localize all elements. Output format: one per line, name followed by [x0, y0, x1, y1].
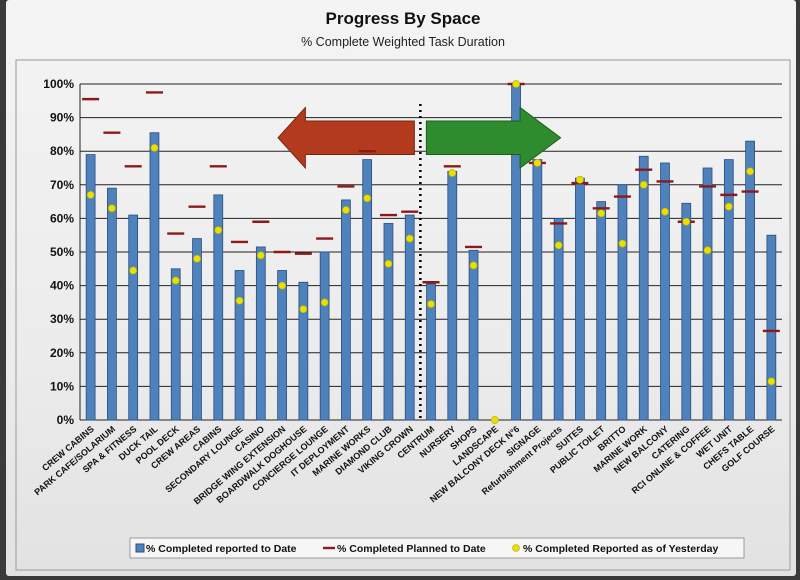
y-tick-label: 20% — [50, 346, 74, 360]
yesterday-marker — [490, 416, 499, 424]
yesterday-marker — [150, 143, 159, 152]
chart-sheet: Progress By Space % Complete Weighted Ta… — [6, 0, 796, 576]
yesterday-marker — [746, 167, 754, 176]
yesterday-marker — [405, 234, 414, 243]
y-tick-label: 30% — [50, 312, 74, 326]
bar — [702, 167, 713, 421]
bar — [553, 217, 564, 421]
bar — [575, 177, 585, 421]
chart-subtitle: % Complete Weighted Task Duration — [301, 35, 505, 49]
legend-label-reported: % Completed reported to Date — [146, 543, 297, 555]
bar — [404, 214, 415, 421]
chart-svg: Progress By Space % Complete Weighted Ta… — [15, 9, 791, 571]
bar — [447, 170, 458, 421]
bar — [107, 187, 117, 421]
yesterday-marker — [682, 217, 691, 226]
bar — [149, 132, 160, 421]
bar — [660, 162, 670, 421]
bar — [766, 234, 777, 421]
yesterday-marker — [86, 190, 95, 199]
y-tick-label: 40% — [50, 279, 74, 293]
yesterday-marker — [427, 300, 435, 308]
bar — [192, 238, 202, 421]
legend-label-yesterday: % Completed Reported as of Yesterday — [523, 543, 718, 555]
yesterday-marker — [299, 305, 308, 314]
left-arrow-icon — [277, 106, 415, 170]
yesterday-marker — [661, 207, 669, 216]
bar — [341, 199, 351, 421]
yesterday-marker — [320, 298, 329, 307]
bar — [319, 251, 330, 421]
yesterday-marker — [235, 296, 244, 305]
bar — [362, 159, 373, 421]
bar — [596, 201, 607, 421]
right-arrow-icon — [425, 106, 562, 169]
chart-title: Progress By Space — [326, 9, 481, 28]
yesterday-marker — [129, 266, 138, 275]
bar — [532, 159, 543, 421]
bar — [277, 270, 287, 421]
yesterday-marker — [533, 159, 542, 167]
yesterday-marker — [618, 239, 627, 248]
y-tick-label: 100% — [43, 77, 74, 91]
bars-layer — [85, 83, 777, 421]
yesterday-marker — [597, 209, 606, 218]
yesterday-marker — [108, 204, 116, 213]
bar — [723, 159, 734, 421]
y-tick-label: 50% — [50, 245, 74, 259]
bar — [681, 202, 692, 421]
legend-bar-swatch — [135, 543, 145, 553]
yesterday-marker — [724, 202, 733, 211]
bar — [85, 154, 96, 421]
yesterday-marker — [171, 276, 180, 285]
bar — [234, 270, 245, 421]
y-tick-label: 0% — [57, 413, 75, 427]
yesterday-marker — [342, 206, 350, 214]
bar — [468, 249, 479, 421]
progress-arrows — [277, 104, 562, 420]
y-tick-label: 10% — [50, 379, 74, 393]
yesterday-marker — [363, 194, 372, 203]
bar — [255, 246, 266, 421]
yesterday-marker — [256, 251, 265, 260]
chart-border — [15, 59, 791, 571]
yesterday-marker — [193, 254, 201, 263]
legend: % Completed reported to Date % Completed … — [129, 537, 745, 559]
y-tick-label: 60% — [50, 211, 74, 225]
bar — [745, 140, 755, 421]
bar — [617, 184, 628, 421]
yesterday-marker — [469, 261, 478, 270]
yesterday-marker — [384, 259, 393, 268]
legend-box — [129, 537, 745, 559]
bar — [298, 281, 309, 421]
bar — [128, 214, 139, 421]
legend-label-planned: % Completed Planned to Date — [337, 543, 486, 555]
yesterday-marker — [639, 180, 648, 189]
y-tick-label: 70% — [50, 178, 74, 192]
yesterday-marker — [512, 80, 520, 88]
bar — [638, 155, 649, 421]
markers-layer — [82, 80, 780, 424]
yesterday-marker — [767, 377, 776, 386]
yesterday-marker — [576, 175, 584, 184]
yesterday-marker — [214, 226, 223, 235]
bar — [213, 194, 224, 421]
bar — [426, 283, 436, 421]
y-tick-label: 80% — [50, 144, 74, 158]
bar — [383, 223, 394, 421]
legend-yesterday-swatch — [512, 544, 520, 552]
yesterday-marker — [554, 241, 563, 250]
yesterday-marker — [278, 281, 286, 290]
yesterday-marker — [703, 246, 712, 255]
y-tick-label: 90% — [50, 111, 74, 125]
yesterday-marker — [448, 169, 457, 177]
bar — [170, 268, 181, 421]
